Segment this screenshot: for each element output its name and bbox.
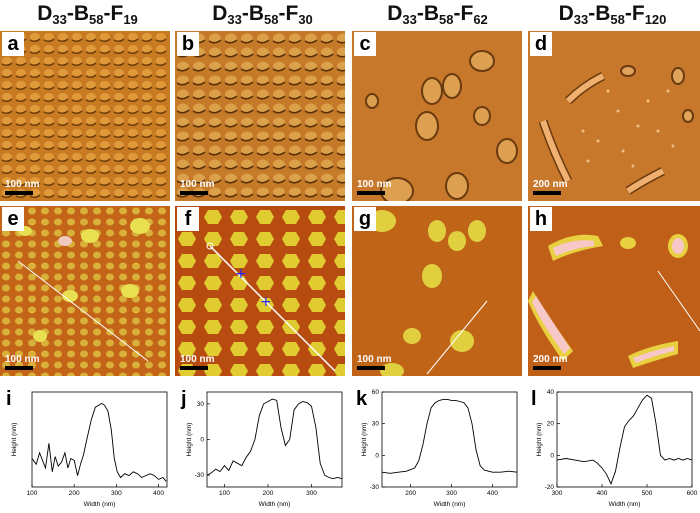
panel-letter-f: f — [177, 207, 199, 231]
scale-bar-c: 100 nm — [357, 179, 391, 195]
y-tick-label: 0 — [550, 452, 554, 459]
height-image-h: h 200 nm — [528, 206, 700, 376]
phase-image-d: d 200 nm — [528, 31, 700, 201]
column-title-2: D33-B58-F30 — [212, 2, 313, 27]
x-axis-label: Width (nm) — [259, 501, 291, 508]
x-axis-label: Width (nm) — [84, 501, 116, 508]
profile-plot-k: 200 300 400 60 30 0 -30 Width (nm) Height (nm) k — [350, 380, 525, 513]
column-title-3: D33-B58-F62 — [387, 2, 488, 27]
phase-image-a: a 100 nm — [0, 31, 170, 201]
height-profile-line — [31, 402, 167, 482]
column-title-1: D33-B58-F19 — [37, 2, 138, 27]
height-particles-h — [528, 234, 700, 368]
profile-plot-j: 100 200 300 30 0 -30 Width (nm) Height (nm) j — [175, 380, 350, 513]
panel-letter-d: d — [530, 32, 552, 56]
y-tick-label: 30 — [197, 401, 205, 408]
height-particles-f: + + — [175, 206, 345, 376]
y-tick-label: 20 — [547, 421, 555, 428]
y-axis-label: Height (nm) — [186, 423, 193, 457]
plot-letter-j: j — [181, 388, 187, 410]
y-tick-label: 0 — [375, 452, 379, 459]
height-image-e: e 100 nm — [0, 206, 170, 376]
x-tick-label: 300 — [552, 490, 563, 497]
y-axis-label: Height (nm) — [11, 423, 18, 457]
plot-letter-k: k — [356, 388, 368, 410]
x-tick-label: 200 — [263, 490, 274, 497]
height-profile-line — [556, 394, 693, 485]
phase-texture-b — [175, 31, 345, 201]
scale-bar-g: 100 nm — [357, 354, 391, 370]
phase-particles-d — [538, 65, 694, 195]
x-tick-label: 200 — [69, 490, 80, 497]
scale-bar-f: 100 nm — [180, 354, 214, 370]
profile-plot-i: 100 200 300 400 Width (nm) Height (nm) i — [0, 380, 175, 513]
svg-text:+: + — [235, 266, 247, 282]
x-tick-label: 400 — [153, 490, 164, 497]
panel-letter-a: a — [2, 32, 24, 56]
plot-letter-i: i — [6, 388, 12, 410]
y-tick-label: -30 — [370, 484, 380, 491]
profile-chart-svg: 300 400 500 600 40 20 0 -20 Width (nm) Height (nm… — [536, 389, 698, 508]
y-axis-label: Height (nm) — [361, 423, 368, 457]
phase-texture-a — [0, 31, 170, 201]
x-tick-label: 100 — [27, 490, 38, 497]
profile-plot-l: 300 400 500 600 40 20 0 -20 Width (nm) Height (nm… — [525, 380, 700, 513]
phase-image-b: b 100 nm — [175, 31, 345, 201]
plot-letter-l: l — [531, 388, 537, 410]
phase-image-c: c 100 nm — [352, 31, 522, 201]
scale-bar-h: 200 nm — [533, 354, 567, 370]
panel-letter-b: b — [177, 32, 199, 56]
y-tick-label: -30 — [195, 472, 205, 479]
svg-text:+: + — [260, 294, 272, 310]
plot-frame — [31, 391, 168, 488]
column-title-4: D33-B58-F120 — [558, 2, 667, 27]
phase-particles-c — [365, 50, 518, 201]
y-axis-label: Height (nm) — [536, 423, 543, 457]
y-tick-label: 30 — [372, 421, 380, 428]
y-tick-label: 0 — [200, 437, 204, 444]
x-tick-label: 300 — [111, 490, 122, 497]
x-tick-label: 300 — [446, 490, 457, 497]
plot-frame — [206, 391, 343, 488]
profile-chart-svg: 100 200 300 400 Width (nm) Height (nm) — [11, 391, 168, 508]
x-axis-label: Width (nm) — [434, 501, 466, 508]
y-tick-label: 40 — [547, 389, 555, 396]
x-tick-label: 100 — [219, 490, 230, 497]
x-axis-label: Width (nm) — [609, 501, 641, 508]
panel-letter-g: g — [354, 207, 376, 231]
panel-letter-h: h — [530, 207, 552, 231]
x-tick-label: 200 — [405, 490, 416, 497]
height-image-f: + + f 100 nm — [175, 206, 345, 376]
scale-bar-d: 200 nm — [533, 179, 567, 195]
scale-bar-b: 100 nm — [180, 179, 214, 195]
x-tick-label: 400 — [487, 490, 498, 497]
x-tick-label: 500 — [642, 490, 653, 497]
scale-bar-a: 100 nm — [5, 179, 39, 195]
height-particles-g — [368, 210, 488, 376]
plot-frame — [556, 391, 693, 488]
plot-frame — [381, 391, 518, 488]
panel-letter-c: c — [354, 32, 376, 56]
height-image-g: g 100 nm — [352, 206, 522, 376]
x-tick-label: 600 — [687, 490, 698, 497]
y-tick-label: -20 — [545, 484, 555, 491]
x-tick-label: 300 — [306, 490, 317, 497]
x-tick-label: 400 — [597, 490, 608, 497]
height-profile-line — [381, 398, 518, 474]
y-tick-label: 60 — [372, 389, 380, 396]
panel-letter-e: e — [2, 207, 24, 231]
height-profile-line — [206, 398, 343, 480]
scale-bar-e: 100 nm — [5, 354, 39, 370]
height-particles-e — [0, 206, 170, 376]
